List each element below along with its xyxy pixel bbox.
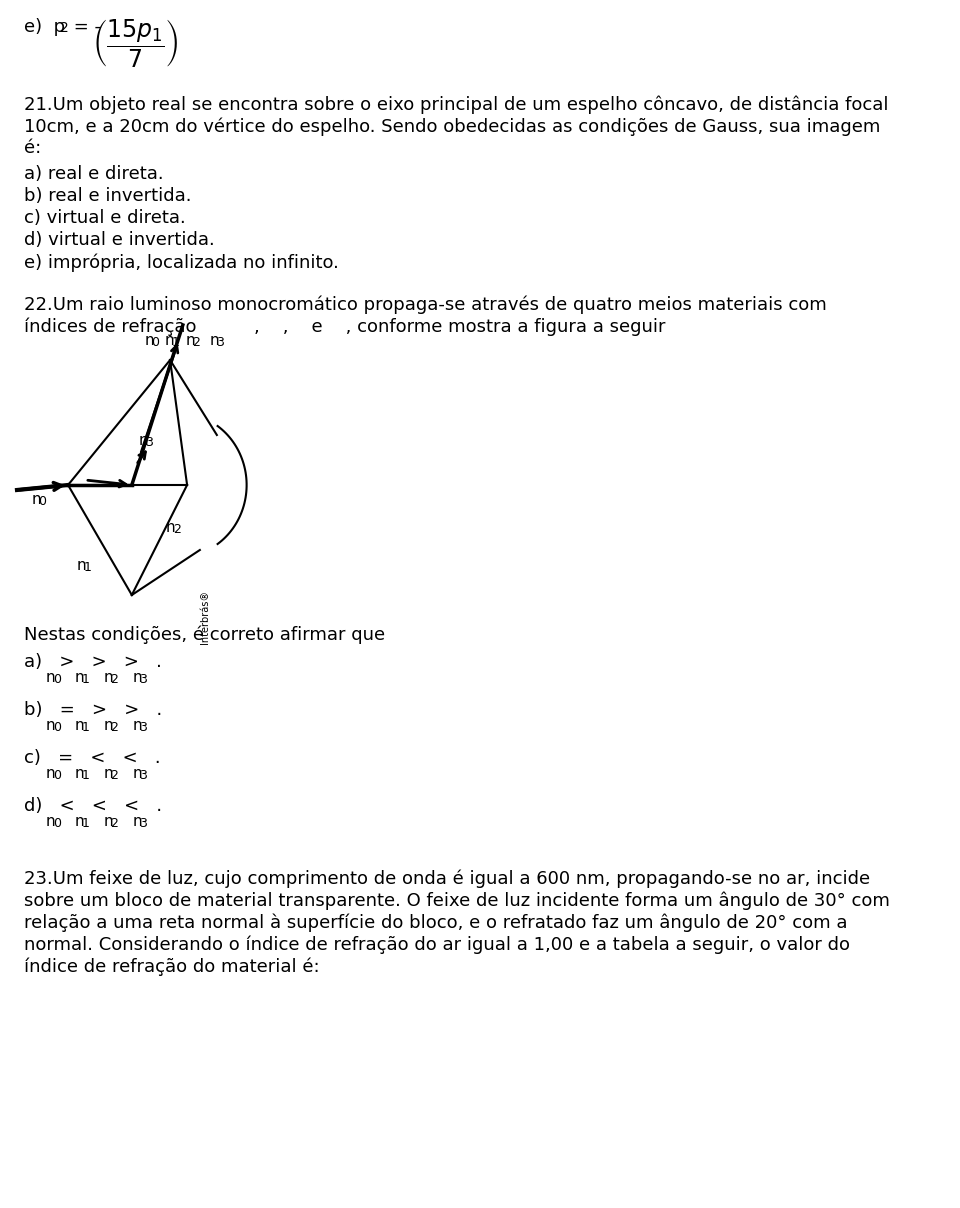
Text: d)   <   <   <   .: d) < < < . (24, 797, 162, 815)
Text: é:: é: (24, 139, 41, 157)
Text: 2: 2 (192, 336, 200, 349)
Text: n: n (46, 766, 56, 782)
Text: Interbrás®: Interbrás® (200, 590, 210, 644)
Text: n: n (132, 814, 142, 829)
Text: b)   =   >   >   .: b) = > > . (24, 701, 162, 719)
Text: 0: 0 (53, 769, 60, 782)
Text: 1: 1 (82, 817, 89, 830)
Text: n: n (77, 558, 86, 573)
Text: n: n (165, 333, 175, 348)
Text: c) virtual e direta.: c) virtual e direta. (24, 209, 185, 227)
Text: e) imprópria, localizada no infinito.: e) imprópria, localizada no infinito. (24, 252, 339, 272)
Text: normal. Considerando o índice de refração do ar igual a 1,00 e a tabela a seguir: normal. Considerando o índice de refraçã… (24, 936, 850, 954)
Text: 2: 2 (60, 21, 69, 35)
Text: n: n (209, 333, 219, 348)
Text: 10cm, e a 20cm do vértice do espelho. Sendo obedecidas as condições de Gauss, su: 10cm, e a 20cm do vértice do espelho. Se… (24, 117, 880, 135)
Text: 3: 3 (139, 769, 147, 782)
Text: 1: 1 (84, 561, 91, 574)
Text: 1: 1 (82, 769, 89, 782)
Text: n: n (46, 814, 56, 829)
Text: 3: 3 (139, 673, 147, 686)
Text: n: n (185, 333, 195, 348)
Text: b) real e invertida.: b) real e invertida. (24, 187, 191, 205)
Text: n: n (138, 432, 148, 448)
Text: 3: 3 (139, 721, 147, 734)
Text: 2: 2 (110, 817, 118, 830)
Text: 1: 1 (82, 673, 89, 686)
Text: $\left(\dfrac{15p_1}{7}\right)$: $\left(\dfrac{15p_1}{7}\right)$ (92, 18, 179, 70)
Text: n: n (132, 670, 142, 685)
Text: a) real e direta.: a) real e direta. (24, 165, 163, 182)
Text: n: n (75, 814, 84, 829)
Text: 0: 0 (53, 721, 60, 734)
Text: 0: 0 (152, 336, 159, 349)
Text: n: n (166, 519, 176, 535)
Text: 22.Um raio luminoso monocromático propaga-se através de quatro meios materiais c: 22.Um raio luminoso monocromático propag… (24, 295, 827, 314)
Text: 2: 2 (110, 769, 118, 782)
Text: n: n (104, 718, 113, 733)
Text: índice de refração do material é:: índice de refração do material é: (24, 958, 320, 976)
Text: 2: 2 (173, 523, 180, 536)
Text: e)  p: e) p (24, 18, 65, 36)
Text: = -: = - (68, 18, 101, 36)
Text: n: n (132, 718, 142, 733)
Text: n: n (75, 718, 84, 733)
Text: 1: 1 (172, 336, 180, 349)
Text: 3: 3 (145, 436, 154, 449)
Text: d) virtual e invertida.: d) virtual e invertida. (24, 231, 215, 249)
Text: n: n (132, 766, 142, 782)
Text: n: n (75, 670, 84, 685)
Text: n: n (75, 766, 84, 782)
Text: n: n (46, 718, 56, 733)
Text: 1: 1 (82, 721, 89, 734)
Text: 0: 0 (38, 495, 46, 509)
Text: n: n (46, 670, 56, 685)
Text: índices de refração          ,    ,    e    , conforme mostra a figura a seguir: índices de refração , , e , conforme mos… (24, 316, 665, 336)
Text: n: n (104, 814, 113, 829)
Text: c)   =   <   <   .: c) = < < . (24, 749, 160, 767)
Text: n: n (104, 766, 113, 782)
Text: sobre um bloco de material transparente. O feixe de luz incidente forma um ângul: sobre um bloco de material transparente.… (24, 892, 890, 911)
Text: 23.Um feixe de luz, cujo comprimento de onda é igual a 600 nm, propagando-se no : 23.Um feixe de luz, cujo comprimento de … (24, 870, 870, 889)
Text: Nestas condições, é correto afirmar que: Nestas condições, é correto afirmar que (24, 625, 385, 644)
Text: 2: 2 (110, 673, 118, 686)
Text: n: n (32, 492, 41, 507)
Text: 0: 0 (53, 673, 60, 686)
Text: 3: 3 (216, 336, 224, 349)
Text: 3: 3 (139, 817, 147, 830)
Text: 0: 0 (53, 817, 60, 830)
Text: 21.Um objeto real se encontra sobre o eixo principal de um espelho côncavo, de d: 21.Um objeto real se encontra sobre o ei… (24, 95, 888, 114)
Text: n: n (104, 670, 113, 685)
Text: a)   >   >   >   .: a) > > > . (24, 654, 161, 670)
Text: relação a uma reta normal à superfície do bloco, e o refratado faz um ângulo de : relação a uma reta normal à superfície d… (24, 914, 848, 933)
Text: 2: 2 (110, 721, 118, 734)
Text: n: n (145, 333, 155, 348)
